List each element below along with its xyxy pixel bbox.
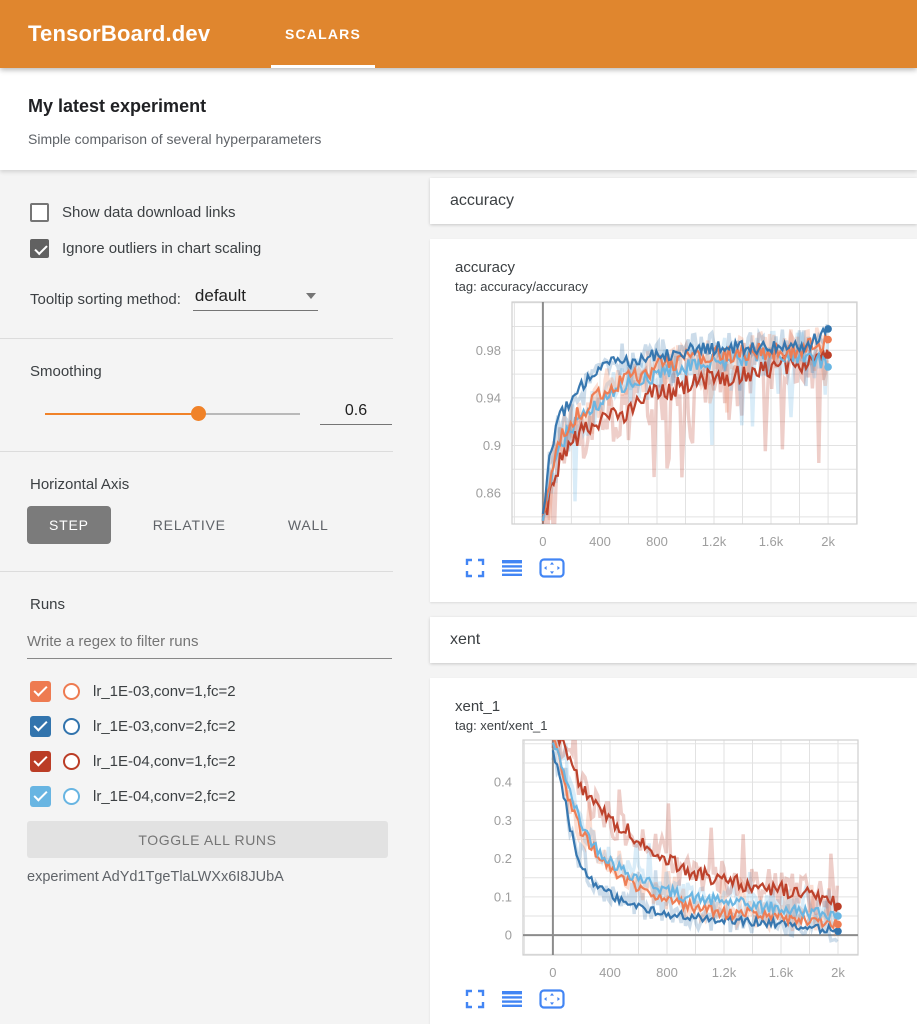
fit-domain-icon[interactable] [539, 989, 565, 1009]
svg-text:0: 0 [549, 965, 556, 980]
app-header: TensorBoard.dev SCALARS [0, 0, 917, 68]
run-checkbox[interactable] [30, 751, 51, 772]
tab-scalars-label: SCALARS [284, 26, 362, 42]
runs-label: Runs [30, 596, 66, 613]
show-download-links-row[interactable]: Show data download links [30, 203, 430, 222]
divider [0, 451, 393, 452]
svg-text:2k: 2k [831, 965, 845, 980]
run-solo-radio[interactable] [63, 788, 80, 805]
tooltip-sorting-label: Tooltip sorting method: [30, 291, 181, 308]
ignore-outliers-checkbox[interactable] [30, 239, 49, 258]
experiment-subtitle: Simple comparison of several hyperparame… [28, 131, 322, 147]
accuracy-chart-toolbar [465, 558, 917, 578]
svg-text:800: 800 [656, 965, 678, 980]
accuracy-chart[interactable]: 0 400 800 1.2k 1.6k 2k 0.86 0.9 0.94 0.98 [440, 296, 880, 554]
fit-domain-icon[interactable] [539, 558, 565, 578]
tooltip-sorting-value: default [194, 286, 246, 305]
smoothing-slider-fill [45, 412, 198, 415]
run-row[interactable]: lr_1E-04,conv=2,fc=2 [30, 786, 430, 807]
settings-sidebar: Show data download links Ignore outliers… [0, 170, 430, 1024]
run-label: lr_1E-03,conv=1,fc=2 [93, 683, 236, 700]
expand-chart-icon[interactable] [465, 558, 485, 578]
run-row[interactable]: lr_1E-04,conv=1,fc=2 [30, 751, 430, 772]
svg-text:0.4: 0.4 [494, 775, 512, 790]
svg-text:0.98: 0.98 [476, 343, 501, 358]
xent-chart-tag: tag: xent/xent_1 [455, 718, 548, 733]
svg-text:0.3: 0.3 [494, 813, 512, 828]
svg-text:400: 400 [599, 965, 621, 980]
axis-wall-button[interactable]: WALL [287, 517, 329, 533]
svg-text:1.6k: 1.6k [759, 534, 784, 549]
svg-text:1.2k: 1.2k [712, 965, 737, 980]
show-download-links-checkbox[interactable] [30, 203, 49, 222]
svg-text:0: 0 [505, 928, 512, 943]
divider [0, 571, 393, 572]
svg-text:0.86: 0.86 [476, 486, 501, 501]
svg-text:2k: 2k [821, 534, 835, 549]
smoothing-value[interactable]: 0.6 [320, 402, 392, 425]
tab-active-underline [271, 65, 375, 68]
section-header-accuracy-label: accuracy [450, 192, 515, 209]
tooltip-sorting-row: Tooltip sorting method: default [30, 286, 430, 311]
svg-text:0.94: 0.94 [476, 390, 501, 405]
svg-text:800: 800 [646, 534, 668, 549]
data-table-icon[interactable] [501, 558, 523, 578]
expand-chart-icon[interactable] [465, 989, 485, 1009]
axis-step-button[interactable]: STEP [27, 506, 111, 544]
svg-text:0: 0 [539, 534, 546, 549]
run-checkbox[interactable] [30, 786, 51, 807]
smoothing-slider[interactable] [45, 405, 300, 421]
experiment-id: experiment AdYd1TgeTlaLWXx6I8JUbA [27, 869, 284, 885]
smoothing-slider-thumb[interactable] [191, 405, 206, 421]
svg-text:0.9: 0.9 [483, 438, 501, 453]
divider [0, 338, 393, 339]
xent-chart-toolbar [465, 989, 917, 1009]
horizontal-axis-buttons: STEP RELATIVE WALL [27, 506, 430, 544]
ignore-outliers-row[interactable]: Ignore outliers in chart scaling [30, 239, 430, 258]
ignore-outliers-label: Ignore outliers in chart scaling [62, 240, 262, 257]
xent-chart-title: xent_1 [455, 698, 501, 715]
svg-text:1.6k: 1.6k [769, 965, 794, 980]
accuracy-card: accuracy tag: accuracy/accuracy 0 400 800 1… [430, 239, 917, 602]
run-row[interactable]: lr_1E-03,conv=1,fc=2 [30, 681, 430, 702]
svg-text:400: 400 [589, 534, 611, 549]
run-label: lr_1E-03,conv=2,fc=2 [93, 718, 236, 735]
axis-relative-button[interactable]: RELATIVE [152, 517, 226, 533]
run-checkbox[interactable] [30, 681, 51, 702]
section-header-xent-label: xent [450, 631, 481, 648]
horizontal-axis-label: Horizontal Axis [30, 476, 130, 493]
app-title: TensorBoard.dev [28, 21, 211, 46]
tooltip-sorting-select[interactable]: default [192, 286, 318, 311]
show-download-links-label: Show data download links [62, 204, 236, 221]
charts-panel: accuracy accuracy tag: accuracy/accuracy… [430, 170, 917, 1024]
experiment-title: My latest experiment [28, 96, 207, 116]
run-solo-radio[interactable] [63, 683, 80, 700]
svg-text:0.1: 0.1 [494, 889, 512, 904]
run-solo-radio[interactable] [63, 753, 80, 770]
run-checkbox[interactable] [30, 716, 51, 737]
run-row[interactable]: lr_1E-03,conv=2,fc=2 [30, 716, 430, 737]
run-label: lr_1E-04,conv=1,fc=2 [93, 753, 236, 770]
runs-filter-input[interactable] [27, 633, 392, 659]
section-header-accuracy[interactable]: accuracy [430, 178, 917, 224]
xent-card: xent_1 tag: xent/xent_1 0 400 800 1.2k 1.6k 2… [430, 678, 917, 1024]
accuracy-chart-title: accuracy [455, 259, 516, 276]
svg-text:0.2: 0.2 [494, 851, 512, 866]
svg-text:1.2k: 1.2k [702, 534, 727, 549]
xent-chart[interactable]: 0 400 800 1.2k 1.6k 2k 0 0.1 0.2 0.3 0.4 [440, 735, 880, 985]
data-table-icon[interactable] [501, 989, 523, 1009]
smoothing-label: Smoothing [30, 363, 102, 380]
accuracy-chart-tag: tag: accuracy/accuracy [455, 279, 588, 294]
run-label: lr_1E-04,conv=2,fc=2 [93, 788, 236, 805]
smoothing-slider-row: 0.6 [45, 402, 430, 425]
chevron-down-icon [305, 293, 316, 299]
experiment-header: My latest experiment Simple comparison o… [0, 68, 917, 170]
run-solo-radio[interactable] [63, 718, 80, 735]
section-header-xent[interactable]: xent [430, 617, 917, 663]
tab-scalars[interactable]: SCALARS [271, 0, 375, 68]
toggle-all-runs-button[interactable]: TOGGLE ALL RUNS [27, 821, 388, 858]
